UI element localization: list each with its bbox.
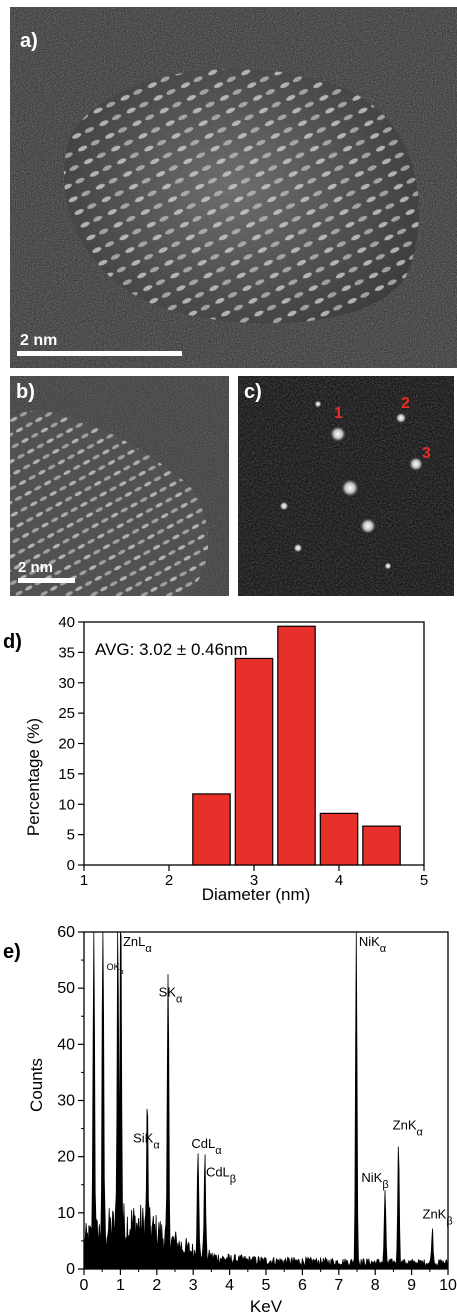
peak-label-subscript: α [380,943,387,955]
histogram-bars [192,625,401,866]
diffraction-spots [279,400,424,570]
peak-label-subscript: β [230,1173,236,1185]
panel-label-d: d) [3,631,22,653]
peak-label: SKα [159,985,183,1006]
stem-image-a-canvas: a) 2 nm [10,7,457,368]
peak-label-subscript: α [417,1127,424,1139]
panel-label-a: a) [20,30,38,52]
histogram-x-ticks: 1 2 3 4 5 [80,865,428,889]
spot-label-3: 3 [422,445,431,462]
x-tick-label: 3 [189,1277,198,1294]
histogram-y-ticks: 0 5 10 15 20 25 30 35 40 [58,614,84,874]
peak-label: NiKβ [361,1170,388,1191]
panel-label-e: e) [3,941,21,963]
peak-label-subscript: α [120,969,124,976]
fft-image-c-canvas: c) 1 2 3 [238,376,454,596]
x-tick-label: 1 [80,872,88,889]
y-tick-label: 0 [66,1261,75,1278]
histogram-bar [362,825,401,866]
histogram-bar [192,793,231,866]
y-tick-label: 20 [57,1149,75,1166]
eds-y-axis-label: Counts [27,1058,46,1112]
peak-label-subscript: α [176,994,183,1006]
y-tick-label: 10 [58,796,75,813]
eds-spectrum-trace [83,931,449,1270]
x-tick-label: 3 [250,872,258,889]
histogram-bar [234,657,274,866]
y-tick-label: 40 [58,614,75,631]
peak-label-subscript: α [145,943,152,955]
x-tick-label: 2 [165,872,173,889]
scale-bar-label-a: 2 nm [20,332,57,349]
x-tick-label: 5 [420,872,428,889]
peak-label-subscript: α [215,1145,222,1157]
x-tick-label: 10 [439,1277,457,1294]
y-tick-label: 35 [58,644,75,661]
x-tick-label: 7 [334,1277,343,1294]
y-tick-label: 20 [58,736,75,753]
eds-x-ticks: 0 1 2 3 4 5 6 7 8 9 10 [80,1269,457,1294]
y-tick-label: 60 [57,924,75,941]
stem-image-b: b) 2 nm [10,376,229,596]
peak-label: NiKα [359,934,387,955]
eds-x-axis-label: KeV [250,1297,283,1316]
x-tick-label: 5 [262,1277,271,1294]
peak-label-subscript: α [153,1140,160,1152]
spot-label-1: 1 [334,405,343,422]
panel-label-b: b) [16,381,35,403]
fft-image-c: c) 1 2 3 [238,376,454,596]
peak-label: CdLα [191,1136,222,1157]
stem-image-b-canvas: b) 2 nm [10,376,229,596]
histogram-bar [319,812,359,866]
scale-bar-a [17,351,182,356]
x-tick-label: 8 [371,1277,380,1294]
y-tick-label: 25 [58,705,75,722]
x-tick-label: 1 [116,1277,125,1294]
x-tick-label: 0 [80,1277,89,1294]
x-tick-label: 4 [225,1277,234,1294]
panel-label-c: c) [244,381,262,403]
spectrum-area [83,931,449,1270]
histogram-y-axis-label: Percentage (%) [24,718,43,836]
x-tick-label: 2 [152,1277,161,1294]
eds-y-ticks: 0 10 20 30 40 50 60 [57,924,84,1278]
peak-label: CdLβ [206,1164,236,1185]
scale-bar-b [18,578,75,583]
stem-image-a: a) 2 nm [10,7,457,368]
y-tick-label: 30 [58,675,75,692]
y-tick-label: 50 [57,980,75,997]
peak-label-subscript: β [446,1215,452,1227]
y-tick-label: 5 [67,827,75,844]
x-tick-label: 9 [407,1277,416,1294]
scale-bar-label-b: 2 nm [18,559,53,576]
spot-label-2: 2 [401,395,410,412]
histogram-x-axis-label: Diameter (nm) [202,885,311,904]
histogram-bar [277,625,316,866]
peak-label: ZnLα [123,934,152,955]
y-tick-label: 30 [57,1093,75,1110]
y-tick-label: 40 [57,1036,75,1053]
peak-label-subscript: β [382,1179,388,1191]
avg-annotation: AVG: 3.02 ± 0.46nm [95,640,248,659]
size-histogram-chart: d) 1 2 3 4 5 0 5 10 15 20 25 30 35 40 AVG: 3.02 ± 0.… [3,614,428,904]
peak-label: ZnKα [393,1118,424,1139]
y-tick-label: 15 [58,766,75,783]
x-tick-label: 6 [298,1277,307,1294]
y-tick-label: 10 [57,1205,75,1222]
x-tick-label: 4 [335,872,343,889]
y-tick-label: 0 [67,857,75,874]
